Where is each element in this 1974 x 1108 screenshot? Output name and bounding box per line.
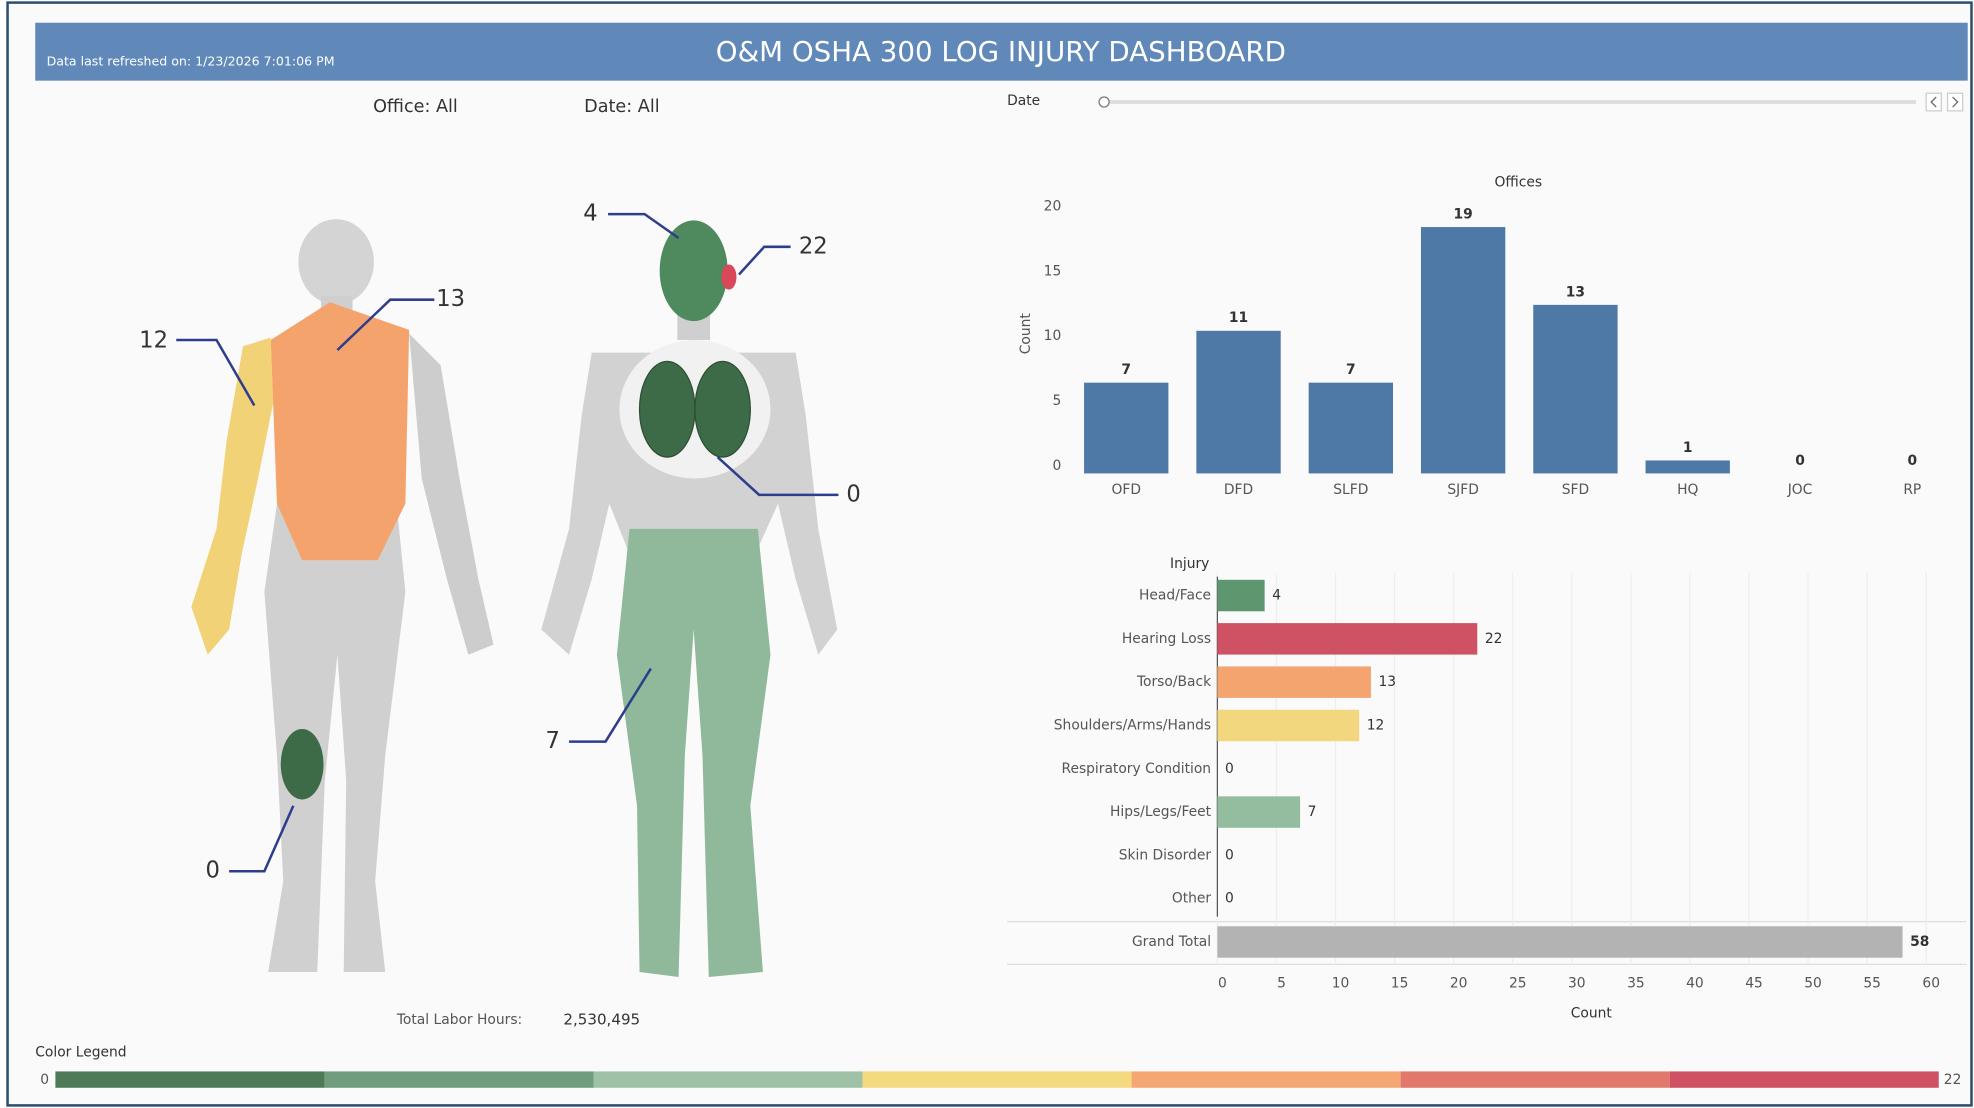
- y-tick-label: Shoulders/Arms/Hands: [1054, 717, 1211, 733]
- office-filter[interactable]: Office: All: [373, 97, 458, 117]
- x-tick-label: SLFD: [1333, 482, 1368, 498]
- value-label: 0: [1225, 761, 1234, 777]
- bar: [1217, 580, 1264, 611]
- slider-next[interactable]: [1948, 93, 1963, 111]
- bar: [1217, 796, 1300, 827]
- x-tick-label: OFD: [1111, 482, 1141, 498]
- x-tick-label: SJFD: [1447, 482, 1478, 498]
- value-label: 7: [1346, 362, 1356, 378]
- value-label: 4: [1272, 588, 1281, 604]
- x-tick-label: JOC: [1787, 482, 1813, 498]
- bar: [1309, 383, 1393, 474]
- x-tick-label: 60: [1922, 975, 1940, 991]
- chart-title: Offices: [1494, 175, 1542, 191]
- callout-value: 7: [545, 728, 559, 754]
- labor-hours-label: Total Labor Hours:: [396, 1012, 522, 1028]
- legend-max: 22: [1944, 1072, 1962, 1088]
- x-tick-label: 40: [1686, 975, 1704, 991]
- legend-swatch: [1132, 1071, 1401, 1087]
- bar: [1217, 666, 1371, 697]
- y-tick-label: 15: [1044, 263, 1062, 279]
- value-label: 12: [1367, 717, 1385, 733]
- page: {"header": {"refreshed": "Data last refr…: [0, 0, 1974, 1108]
- legend-swatch: [1401, 1071, 1670, 1087]
- bar: [1533, 305, 1617, 474]
- x-tick-label: 25: [1509, 975, 1527, 991]
- dashboard: Data last refreshed on: 1/23/2026 7:01:0…: [0, 0, 1974, 1108]
- y-tick-label: 10: [1044, 328, 1062, 344]
- value-label: 7: [1121, 362, 1131, 378]
- x-tick-label: DFD: [1224, 482, 1253, 498]
- x-tick-label: 15: [1391, 975, 1409, 991]
- callout-value: 0: [206, 858, 220, 884]
- x-tick-label: 35: [1627, 975, 1645, 991]
- value-label: 13: [1379, 674, 1397, 690]
- callout-value: 4: [583, 201, 597, 227]
- legend-swatch: [863, 1071, 1132, 1087]
- bar: [1217, 926, 1902, 957]
- y-tick-label: Hips/Legs/Feet: [1110, 804, 1212, 820]
- callout-value: 0: [846, 481, 860, 507]
- value-label: 22: [1485, 631, 1503, 647]
- slider-prev[interactable]: [1926, 93, 1941, 111]
- bar: [1217, 623, 1477, 654]
- callout-value: 12: [139, 328, 168, 354]
- y-tick-label: Grand Total: [1132, 934, 1211, 950]
- bar: [1196, 331, 1280, 474]
- y-axis-title: Count: [1018, 313, 1034, 355]
- callout-value: 13: [436, 286, 465, 312]
- y-tick-label: Head/Face: [1139, 588, 1211, 604]
- legend-swatch: [324, 1071, 593, 1087]
- slider-label: Date: [1007, 93, 1040, 109]
- y-tick-label: 0: [1052, 458, 1061, 474]
- value-label: 1: [1683, 440, 1693, 456]
- x-tick-label: 10: [1332, 975, 1350, 991]
- value-label: 0: [1225, 891, 1234, 907]
- y-tick-label: Torso/Back: [1136, 674, 1211, 690]
- callout-value: 22: [799, 233, 828, 259]
- chart-title: Injury: [1170, 556, 1209, 572]
- value-label: 11: [1229, 310, 1248, 326]
- x-tick-label: 55: [1863, 975, 1881, 991]
- value-label: 13: [1566, 284, 1585, 300]
- x-axis-title: Count: [1571, 1006, 1613, 1022]
- legend-swatch: [593, 1071, 862, 1087]
- y-tick-label: Skin Disorder: [1119, 847, 1212, 863]
- bar: [1084, 383, 1168, 474]
- bar: [1421, 227, 1505, 473]
- refresh-text: Data last refreshed on: 1/23/2026 7:01:0…: [47, 53, 335, 68]
- value-label: 0: [1908, 453, 1918, 469]
- value-label: 19: [1454, 206, 1473, 222]
- legend-min: 0: [40, 1072, 49, 1088]
- x-tick-label: 30: [1568, 975, 1586, 991]
- value-label: 58: [1910, 934, 1929, 950]
- dashboard-title: O&M OSHA 300 LOG INJURY DASHBOARD: [716, 35, 1286, 68]
- x-tick-label: RP: [1903, 482, 1921, 498]
- x-tick-label: SFD: [1562, 482, 1589, 498]
- date-slider-handle[interactable]: [1099, 97, 1109, 107]
- x-tick-label: 45: [1745, 975, 1763, 991]
- bar: [1217, 710, 1359, 741]
- y-tick-label: 20: [1044, 199, 1062, 215]
- bar: [1646, 460, 1730, 473]
- x-tick-label: 5: [1277, 975, 1286, 991]
- x-tick-label: 0: [1218, 975, 1227, 991]
- value-label: 0: [1225, 847, 1234, 863]
- date-filter[interactable]: Date: All: [584, 97, 659, 117]
- y-tick-label: Hearing Loss: [1122, 631, 1211, 647]
- x-tick-label: 20: [1450, 975, 1468, 991]
- legend-title: Color Legend: [35, 1045, 126, 1061]
- y-tick-label: 5: [1052, 393, 1061, 409]
- labor-hours-value: 2,530,495: [563, 1010, 640, 1028]
- value-label: 0: [1795, 453, 1805, 469]
- value-label: 7: [1308, 804, 1317, 820]
- legend-swatch: [1670, 1071, 1939, 1087]
- y-tick-label: Respiratory Condition: [1061, 761, 1211, 777]
- y-tick-label: Other: [1172, 891, 1212, 907]
- legend-swatch: [55, 1071, 324, 1087]
- x-tick-label: 50: [1804, 975, 1822, 991]
- x-tick-label: HQ: [1677, 482, 1698, 498]
